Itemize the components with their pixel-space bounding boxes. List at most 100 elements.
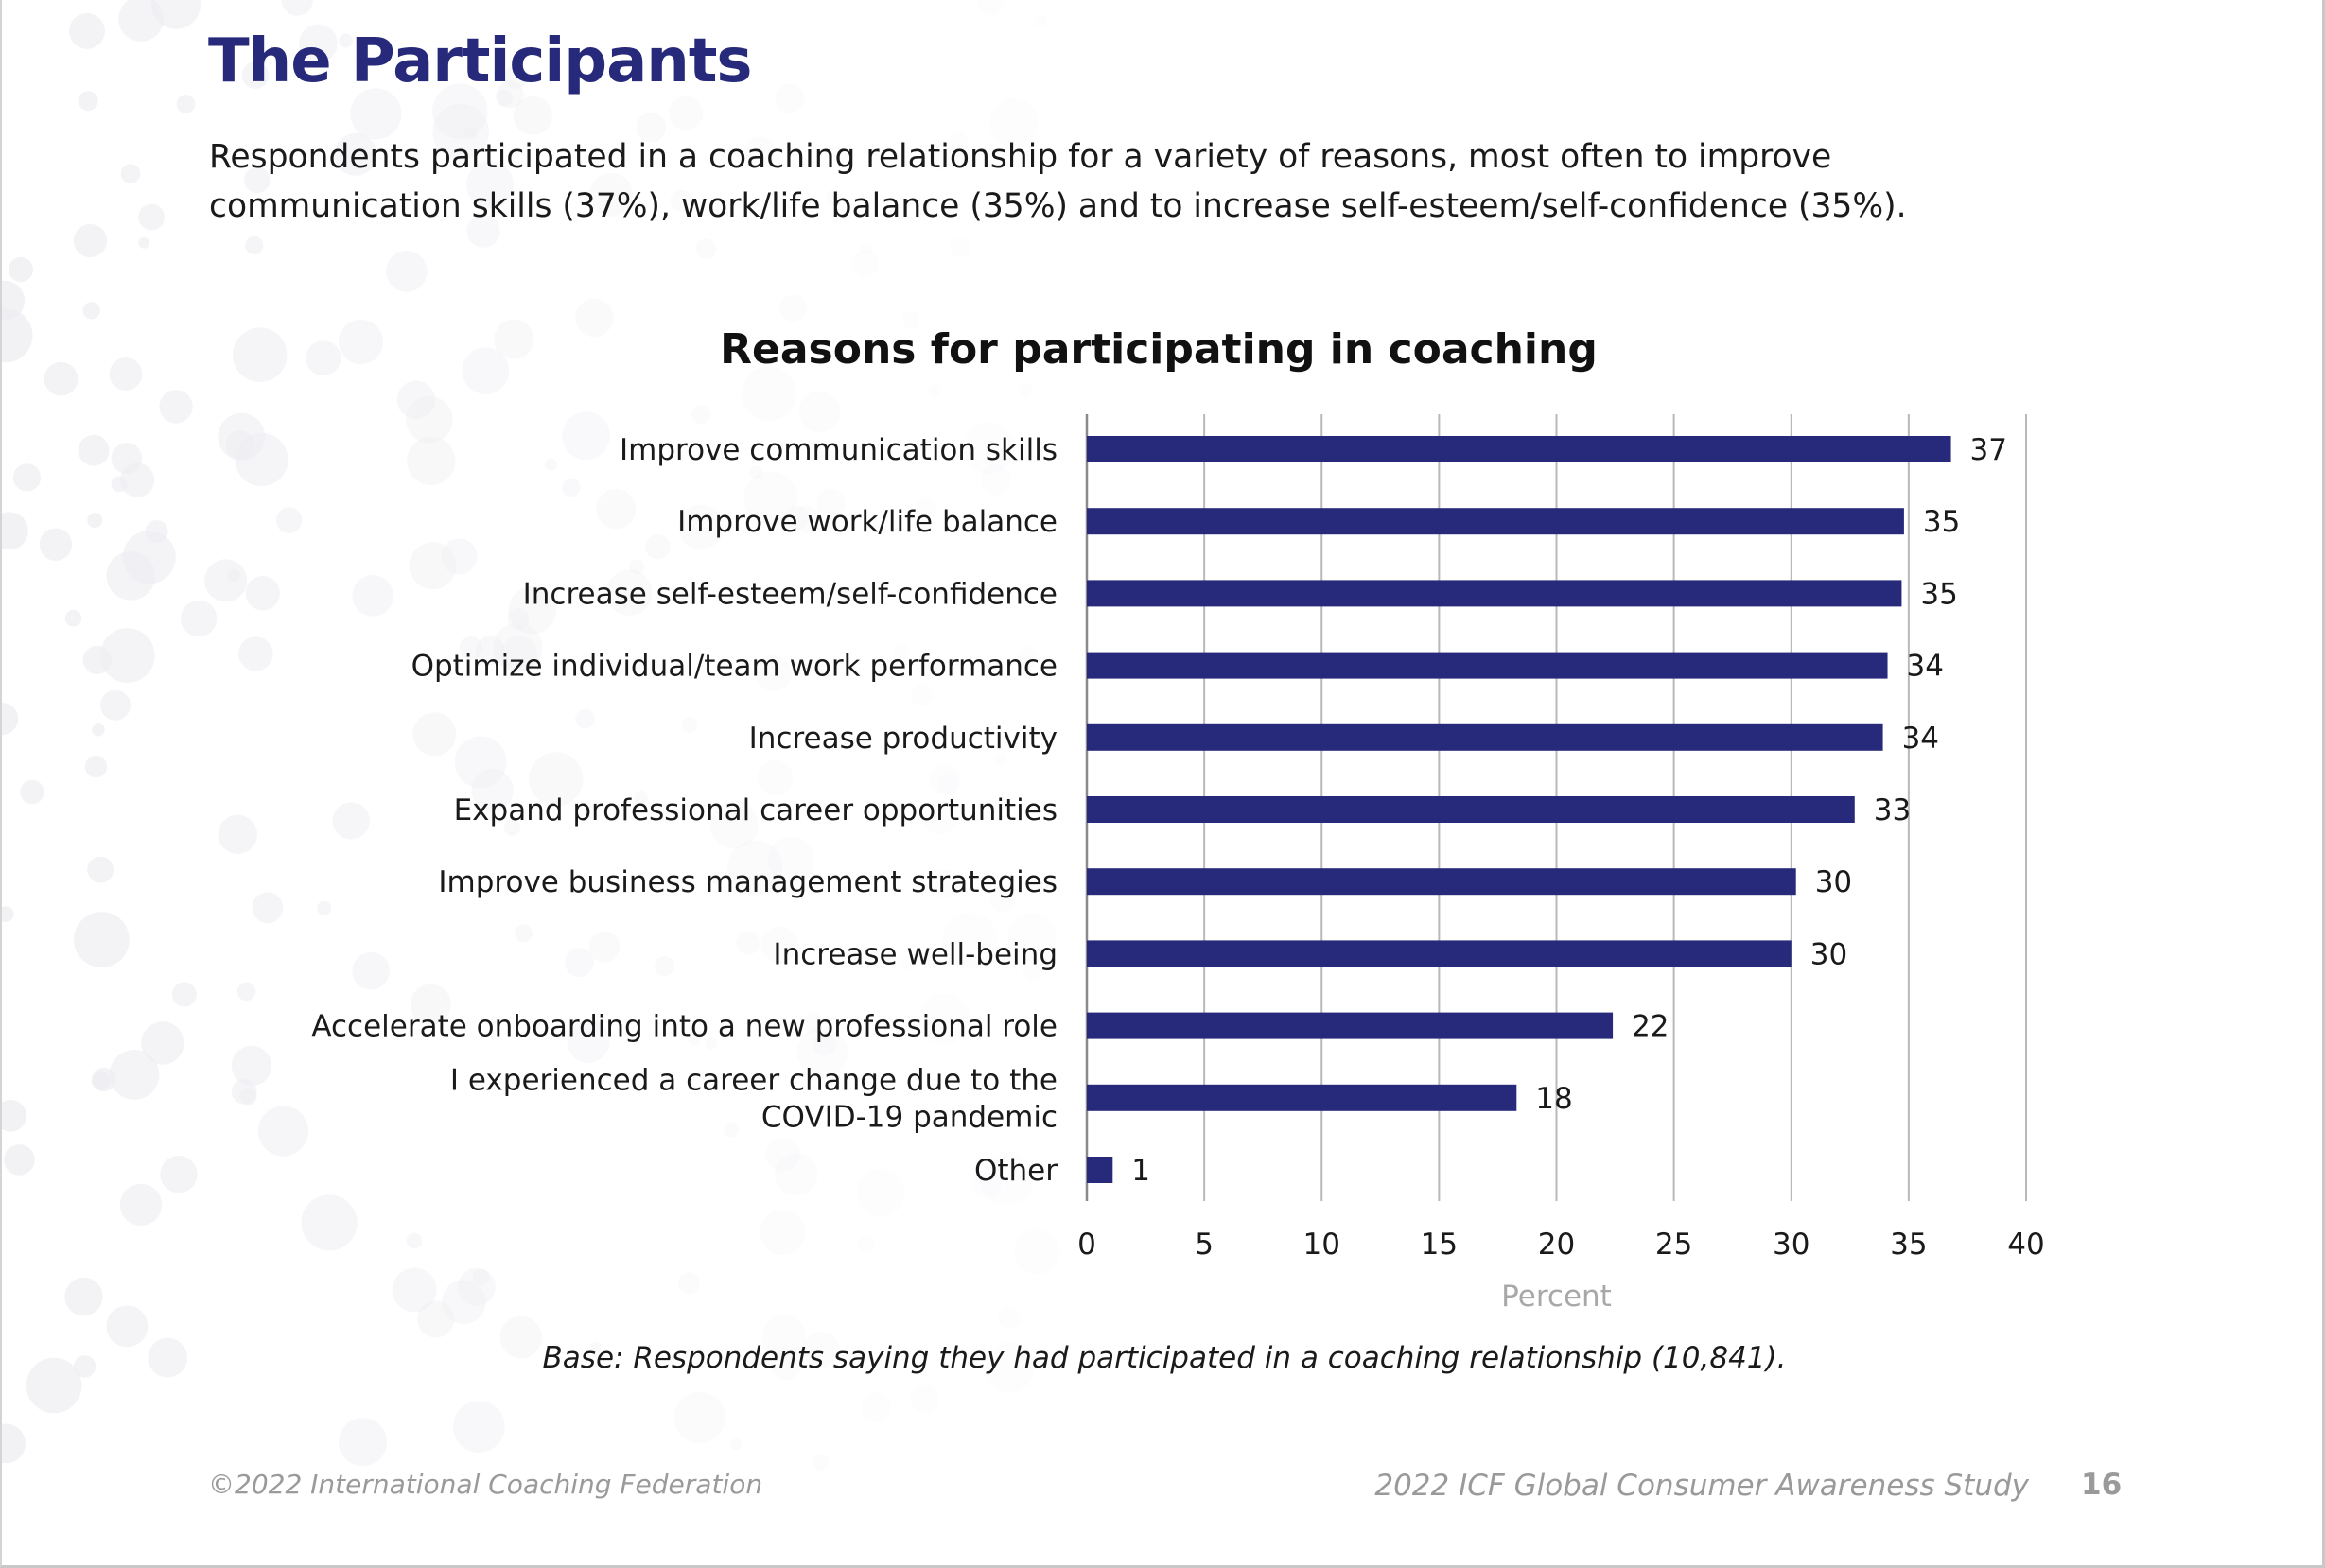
- background-dot: [529, 752, 584, 807]
- background-dot: [928, 384, 941, 397]
- background-dot: [980, 463, 1012, 496]
- data-label: 30: [1815, 865, 1852, 899]
- background-dot: [749, 465, 763, 479]
- chart-title-text: Reasons for participating in coaching: [720, 325, 1598, 374]
- background-dot: [20, 779, 44, 805]
- background-dot: [493, 622, 543, 672]
- background-dot: [466, 214, 500, 248]
- background-dot: [26, 1357, 82, 1414]
- chart-title: Reasons for participating in coaching: [2, 325, 2322, 374]
- background-dot: [339, 1418, 387, 1467]
- background-dot: [767, 836, 814, 883]
- background-dot: [2, 703, 19, 735]
- background-dot: [812, 1032, 836, 1056]
- background-dot: [407, 436, 456, 485]
- background-dot: [709, 800, 759, 849]
- bar: [1087, 1157, 1113, 1183]
- background-dot: [412, 712, 457, 757]
- background-dot: [2, 1100, 27, 1132]
- background-dot: [980, 1151, 1034, 1206]
- background-dot: [588, 1341, 602, 1354]
- background-dot: [494, 319, 534, 359]
- background-dot: [779, 294, 807, 322]
- background-dot: [677, 1272, 700, 1295]
- background-dot: [4, 1144, 35, 1176]
- background-dot: [589, 172, 633, 217]
- background-dot: [859, 242, 873, 255]
- background-dot: [332, 802, 370, 840]
- background-dot: [232, 327, 288, 383]
- background-dot: [562, 411, 610, 461]
- background-dot: [503, 819, 521, 836]
- background-dot: [689, 1033, 701, 1046]
- background-dot: [409, 542, 457, 590]
- background-dot: [350, 88, 402, 140]
- background-dot: [2, 308, 33, 363]
- category-label: Improve business management strategies: [438, 865, 1058, 899]
- background-dot: [145, 520, 168, 543]
- background-dot: [998, 1307, 1021, 1330]
- background-dot: [238, 636, 273, 671]
- x-tick-label: 10: [1303, 1228, 1340, 1262]
- background-dot: [760, 926, 798, 964]
- background-dot: [655, 955, 675, 977]
- background-dot: [231, 1045, 272, 1087]
- background-dot: [923, 139, 953, 170]
- category-label: Improve work/life balance: [677, 505, 1058, 539]
- background-dot: [78, 434, 110, 466]
- background-dot: [87, 513, 103, 529]
- background-dot: [695, 238, 717, 259]
- background-dot: [466, 161, 514, 209]
- background-dot: [334, 132, 377, 176]
- background-dot: [432, 103, 489, 161]
- background-dot: [257, 1106, 308, 1157]
- data-label: 18: [1535, 1082, 1572, 1116]
- category-label: Improve communication skills: [620, 433, 1058, 467]
- background-dot: [276, 507, 303, 533]
- background-dot: [645, 534, 671, 560]
- bar: [1087, 508, 1904, 535]
- background-dot: [929, 763, 960, 795]
- background-dot: [64, 610, 82, 627]
- background-dot: [910, 1384, 939, 1414]
- background-dot: [770, 1348, 803, 1381]
- background-dot: [12, 463, 42, 492]
- background-dot: [171, 982, 197, 1007]
- background-dot: [743, 136, 776, 169]
- data-label: 34: [1902, 722, 1939, 756]
- background-dot: [1023, 963, 1042, 982]
- footer-study-name: 2022 ICF Global Consumer Awareness Study: [1374, 1469, 2029, 1503]
- background-dot: [82, 302, 100, 320]
- x-tick-label: 25: [1655, 1228, 1692, 1262]
- background-dot: [227, 568, 241, 583]
- background-dot: [471, 769, 514, 811]
- background-dot: [852, 250, 880, 277]
- background-dot: [1018, 383, 1033, 398]
- background-dot: [281, 0, 313, 16]
- background-dot: [39, 528, 73, 561]
- background-dot: [757, 759, 794, 796]
- background-dot: [963, 422, 1016, 474]
- background-dot: [500, 636, 537, 672]
- background-dot: [159, 390, 193, 424]
- background-dot: [910, 683, 934, 706]
- background-dot: [150, 0, 201, 29]
- background-dot: [84, 755, 108, 778]
- background-dot: [565, 948, 594, 977]
- background-dot: [634, 790, 648, 805]
- category-label: Increase well-being: [773, 937, 1058, 971]
- background-dot: [670, 189, 692, 212]
- category-label: Increase self-esteem/self-confidence: [523, 577, 1058, 611]
- background-dot: [299, 24, 338, 63]
- background-dot: [792, 505, 820, 532]
- background-dot: [406, 395, 453, 444]
- background-dot: [709, 871, 724, 885]
- bar: [1087, 723, 1883, 751]
- background-dot: [496, 80, 524, 109]
- background-dot: [743, 471, 797, 526]
- background-dot: [857, 1234, 876, 1253]
- background-dot: [339, 33, 354, 48]
- background-dot: [82, 645, 112, 675]
- background-dot: [629, 559, 645, 575]
